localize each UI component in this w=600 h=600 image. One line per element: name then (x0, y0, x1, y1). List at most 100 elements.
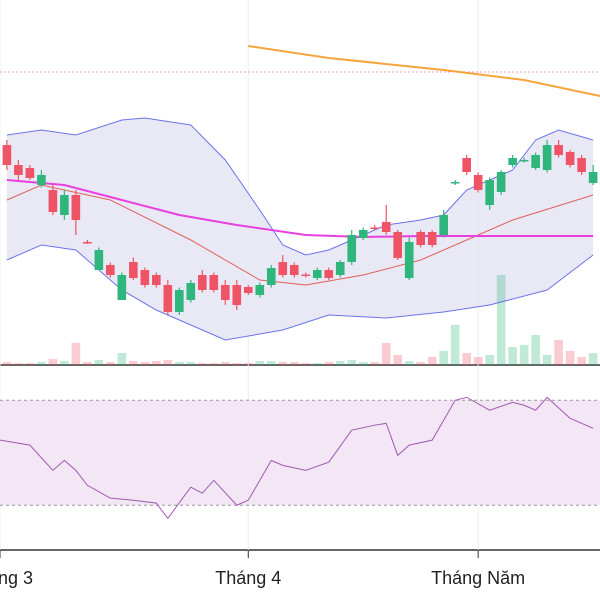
candle-body (255, 285, 265, 295)
candle-body (278, 262, 288, 275)
candle-body (60, 195, 69, 215)
candle-body (554, 145, 563, 155)
candle-body (450, 182, 460, 184)
candle-body (94, 250, 104, 270)
x-tick-label: Tháng 3 (0, 568, 33, 588)
volume-bar (94, 360, 104, 365)
candle-body (508, 158, 517, 165)
volume-bar (358, 362, 368, 365)
candle-body (565, 152, 575, 165)
candle-body (140, 270, 150, 285)
candle-body (519, 160, 529, 162)
candle-body (83, 242, 92, 244)
volume-bar (485, 355, 494, 365)
candle-body (542, 145, 552, 170)
volume-bar (462, 353, 471, 365)
volume-bar (542, 355, 552, 365)
volume-bar (25, 363, 35, 365)
candle-body (129, 262, 138, 278)
volume-bar (106, 362, 115, 365)
candle-body (358, 230, 368, 238)
candle-body (266, 268, 276, 285)
volume-bar (71, 343, 81, 365)
candle-body (220, 285, 230, 300)
volume-bar (565, 351, 575, 365)
candle-body (496, 172, 506, 192)
volume-bar (324, 362, 334, 365)
volume-bar (519, 345, 529, 365)
candle-body (2, 145, 12, 165)
candle-body (588, 172, 598, 183)
candle-body (175, 290, 184, 312)
volume-bar (14, 363, 23, 365)
volume-bar (175, 362, 184, 365)
candle-body (25, 168, 35, 178)
volume-bar (347, 360, 357, 365)
volume-bar (117, 353, 127, 365)
volume-bar (255, 361, 265, 365)
candle-body (370, 227, 380, 229)
volume-bar (416, 362, 425, 365)
volume-bar (439, 351, 448, 365)
candle-body (439, 215, 448, 235)
volume-bar (301, 363, 311, 365)
candle-body (577, 158, 586, 172)
candle-body (462, 158, 471, 172)
volume-bar (220, 362, 230, 365)
x-tick-label: Tháng 4 (215, 568, 281, 588)
volume-bar (186, 362, 196, 365)
volume-bar (232, 363, 242, 365)
volume-bar (278, 362, 288, 365)
candle-body (106, 265, 115, 275)
volume-bar (531, 335, 540, 365)
candle-body (71, 195, 81, 220)
volume-bar (83, 362, 92, 365)
candle-body (335, 262, 345, 275)
volume-bar (289, 362, 299, 365)
candle-body (312, 270, 322, 278)
candle-body (232, 285, 242, 305)
rsi-zone (0, 400, 600, 506)
volume-bar (163, 360, 173, 365)
candle-body (427, 232, 437, 245)
volume-bar (266, 361, 276, 365)
candle-body (48, 190, 58, 212)
volume-bar (140, 362, 150, 365)
volume-bar (588, 353, 598, 365)
x-tick-label: Tháng Năm (431, 568, 525, 588)
candle-body (301, 274, 311, 276)
volume-bar (450, 325, 460, 365)
volume-bar (370, 362, 380, 365)
volume-bar (335, 361, 345, 365)
candle-body (37, 175, 46, 185)
candle-body (186, 283, 196, 300)
candle-body (163, 285, 173, 312)
candle-body (485, 180, 494, 205)
candle-body (393, 232, 403, 258)
candle-body (347, 235, 357, 262)
volume-bar (496, 275, 506, 365)
candle-body (473, 175, 483, 190)
volume-bar (427, 357, 437, 365)
volume-bar (312, 363, 322, 365)
candle-body (117, 275, 127, 300)
candle-body (243, 287, 253, 293)
candle-body (197, 275, 207, 290)
candle-body (531, 155, 540, 168)
volume-bar (577, 357, 586, 365)
volume-bar (152, 361, 161, 365)
volume-bar (209, 363, 219, 365)
candle-body (381, 222, 391, 232)
volume-bar (2, 362, 12, 365)
volume-bar (404, 361, 414, 365)
volume-bar (37, 362, 46, 365)
candle-body (14, 165, 23, 175)
volume-bar (60, 361, 69, 365)
volume-bar (48, 359, 58, 365)
candle-body (152, 275, 161, 285)
candle-body (404, 242, 414, 278)
candle-body (416, 232, 425, 245)
volume-bar (129, 361, 138, 365)
volume-bar (197, 363, 207, 365)
